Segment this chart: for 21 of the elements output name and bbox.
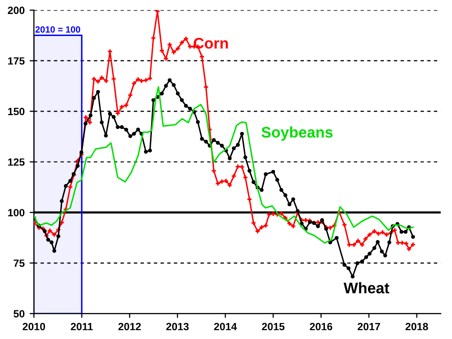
x-tick-label: 2013	[166, 322, 189, 330]
x-tick-label: 2015	[262, 322, 284, 330]
y-tick-label: 200	[8, 6, 24, 14]
band-label: 2010 = 100	[35, 26, 80, 33]
x-tick-label: 2016	[310, 322, 332, 330]
line-series	[34, 86, 414, 244]
series-label: Wheat	[344, 282, 390, 294]
x-tick-label: 2017	[358, 322, 380, 330]
y-tick-label: 75	[14, 260, 25, 267]
y-tick-label: 125	[8, 158, 25, 166]
x-tick-label: 2010	[22, 322, 46, 330]
x-tick-label: 2014	[214, 322, 237, 330]
x-tick-label: 2012	[118, 322, 141, 330]
series-label: Soybeans	[261, 126, 333, 141]
y-tick-label: 100	[8, 208, 24, 216]
y-tick-label: 50	[14, 310, 24, 318]
x-tick-label: 2011	[70, 322, 93, 330]
x-tick-label: 2018	[406, 322, 428, 330]
y-tick-label: 150	[8, 108, 24, 116]
series-label: Corn	[194, 38, 228, 49]
y-tick-label: 175	[8, 57, 25, 65]
